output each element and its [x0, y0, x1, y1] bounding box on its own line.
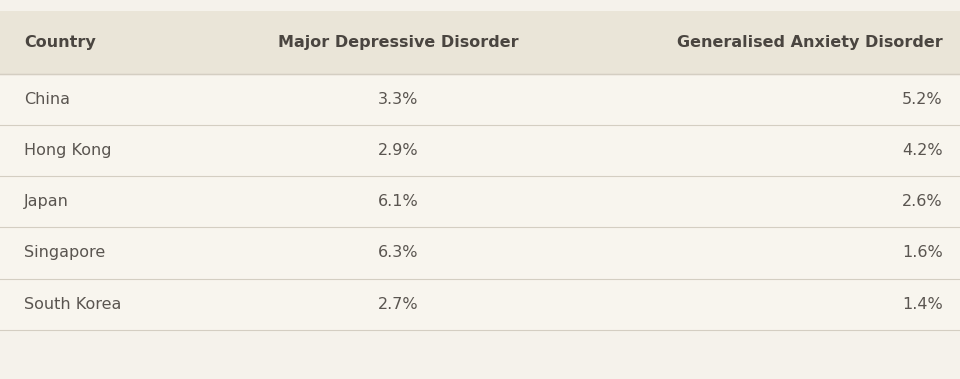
Text: Major Depressive Disorder: Major Depressive Disorder [278, 35, 518, 50]
Text: 6.1%: 6.1% [378, 194, 419, 209]
Text: 6.3%: 6.3% [378, 246, 419, 260]
Text: Japan: Japan [24, 194, 69, 209]
Text: South Korea: South Korea [24, 297, 121, 312]
Text: 1.6%: 1.6% [902, 246, 943, 260]
FancyBboxPatch shape [0, 11, 960, 74]
Text: 2.9%: 2.9% [378, 143, 419, 158]
FancyBboxPatch shape [0, 125, 960, 176]
FancyBboxPatch shape [0, 279, 960, 330]
Text: 1.4%: 1.4% [902, 297, 943, 312]
Text: 5.2%: 5.2% [902, 92, 943, 107]
FancyBboxPatch shape [0, 227, 960, 279]
FancyBboxPatch shape [0, 176, 960, 227]
Text: Hong Kong: Hong Kong [24, 143, 111, 158]
Text: Country: Country [24, 35, 96, 50]
Text: 2.7%: 2.7% [378, 297, 419, 312]
Text: 4.2%: 4.2% [902, 143, 943, 158]
FancyBboxPatch shape [0, 74, 960, 125]
Text: China: China [24, 92, 70, 107]
Text: Generalised Anxiety Disorder: Generalised Anxiety Disorder [677, 35, 943, 50]
Text: 3.3%: 3.3% [378, 92, 419, 107]
Text: Singapore: Singapore [24, 246, 106, 260]
Text: 2.6%: 2.6% [902, 194, 943, 209]
